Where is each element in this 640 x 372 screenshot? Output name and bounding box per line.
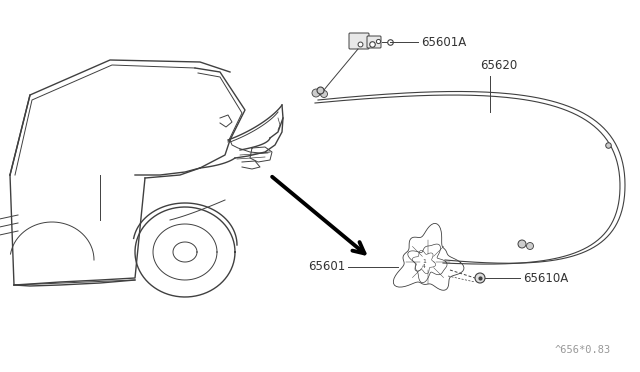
Circle shape bbox=[475, 273, 485, 283]
Text: ^656*0.83: ^656*0.83 bbox=[555, 345, 611, 355]
Text: 1
4: 1 4 bbox=[422, 259, 426, 269]
Text: 65601A: 65601A bbox=[421, 36, 467, 49]
Text: 65610A: 65610A bbox=[523, 272, 568, 285]
Circle shape bbox=[527, 243, 534, 250]
FancyBboxPatch shape bbox=[349, 33, 369, 49]
FancyBboxPatch shape bbox=[367, 36, 381, 48]
Circle shape bbox=[321, 90, 328, 97]
Text: 65601: 65601 bbox=[308, 260, 345, 273]
Text: 65620: 65620 bbox=[480, 59, 517, 72]
Circle shape bbox=[312, 89, 320, 97]
Circle shape bbox=[518, 240, 526, 248]
